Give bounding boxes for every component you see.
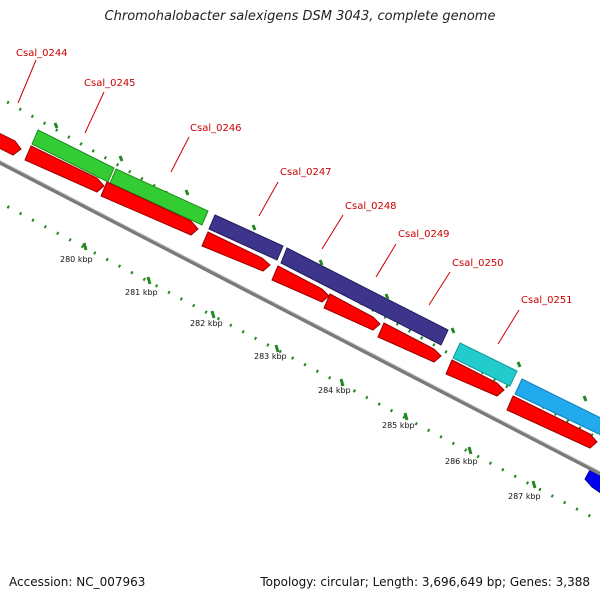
gene-label-csal-0249: Csal_0249 — [398, 229, 450, 240]
outer-ticks — [53, 122, 588, 402]
cds-lane — [0, 132, 598, 449]
cds-arrow-csal-0251a — [445, 359, 505, 397]
gene-label-csal-0250: Csal_0250 — [452, 258, 504, 269]
kbp-label: 281 kbp — [125, 288, 158, 297]
genome-backbone — [0, 160, 600, 476]
genome-title: Chromohalobacter salexigens DSM 3043, co… — [104, 9, 496, 24]
cds-arrow-csal-0250 — [377, 322, 442, 363]
gene-labels: Csal_0244 Csal_0245 Csal_0246 Csal_0247 … — [16, 48, 573, 306]
cog-lane — [31, 129, 600, 436]
gene-label-csal-0244: Csal_0244 — [16, 48, 68, 59]
kbp-label: 287 kbp — [508, 492, 541, 501]
gene-label-csal-0246: Csal_0246 — [190, 123, 242, 134]
cog-bar-csal-0246 — [109, 168, 209, 226]
gene-label-csal-0251: Csal_0251 — [521, 295, 573, 306]
kbp-labels: 280 kbp 281 kbp 282 kbp 283 kbp 284 kbp … — [60, 255, 541, 501]
inner-dotted-ring — [0, 200, 600, 524]
cds-arrow-csal-0246 — [100, 181, 199, 236]
cog-bar-csal-0248-0249 — [280, 247, 449, 346]
gene-label-csal-0245: Csal_0245 — [84, 78, 136, 89]
label-leaders — [17, 59, 520, 345]
kbp-label: 286 kbp — [445, 457, 478, 466]
gene-label-csal-0247: Csal_0247 — [280, 167, 332, 178]
cog-bar-csal-0251 — [514, 378, 600, 436]
gene-arrow-blue — [584, 469, 600, 494]
kbp-label: 280 kbp — [60, 255, 93, 264]
gene-label-csal-0248: Csal_0248 — [345, 201, 397, 212]
kbp-label: 283 kbp — [254, 352, 287, 361]
cds-arrow-csal-0244 — [0, 132, 22, 156]
kbp-label: 282 kbp — [190, 319, 223, 328]
cds-arrow-csal-0247 — [201, 231, 271, 272]
cds-arrow-csal-0245 — [24, 145, 105, 193]
cds-arrow-csal-0249 — [323, 293, 381, 331]
genome-summary-text: Topology: circular; Length: 3,696,649 bp… — [260, 575, 590, 589]
cog-bar-csal-0247 — [208, 214, 284, 261]
kbp-major-ticks — [82, 242, 537, 489]
cds-arrow-csal-0248 — [271, 265, 330, 303]
kbp-label: 285 kbp — [382, 421, 415, 430]
accession-text: Accession: NC_007963 — [9, 575, 146, 589]
cog-bar-csal-0250 — [452, 342, 518, 387]
kbp-label: 284 kbp — [318, 386, 351, 395]
cds-arrow-csal-0251b — [506, 395, 598, 449]
